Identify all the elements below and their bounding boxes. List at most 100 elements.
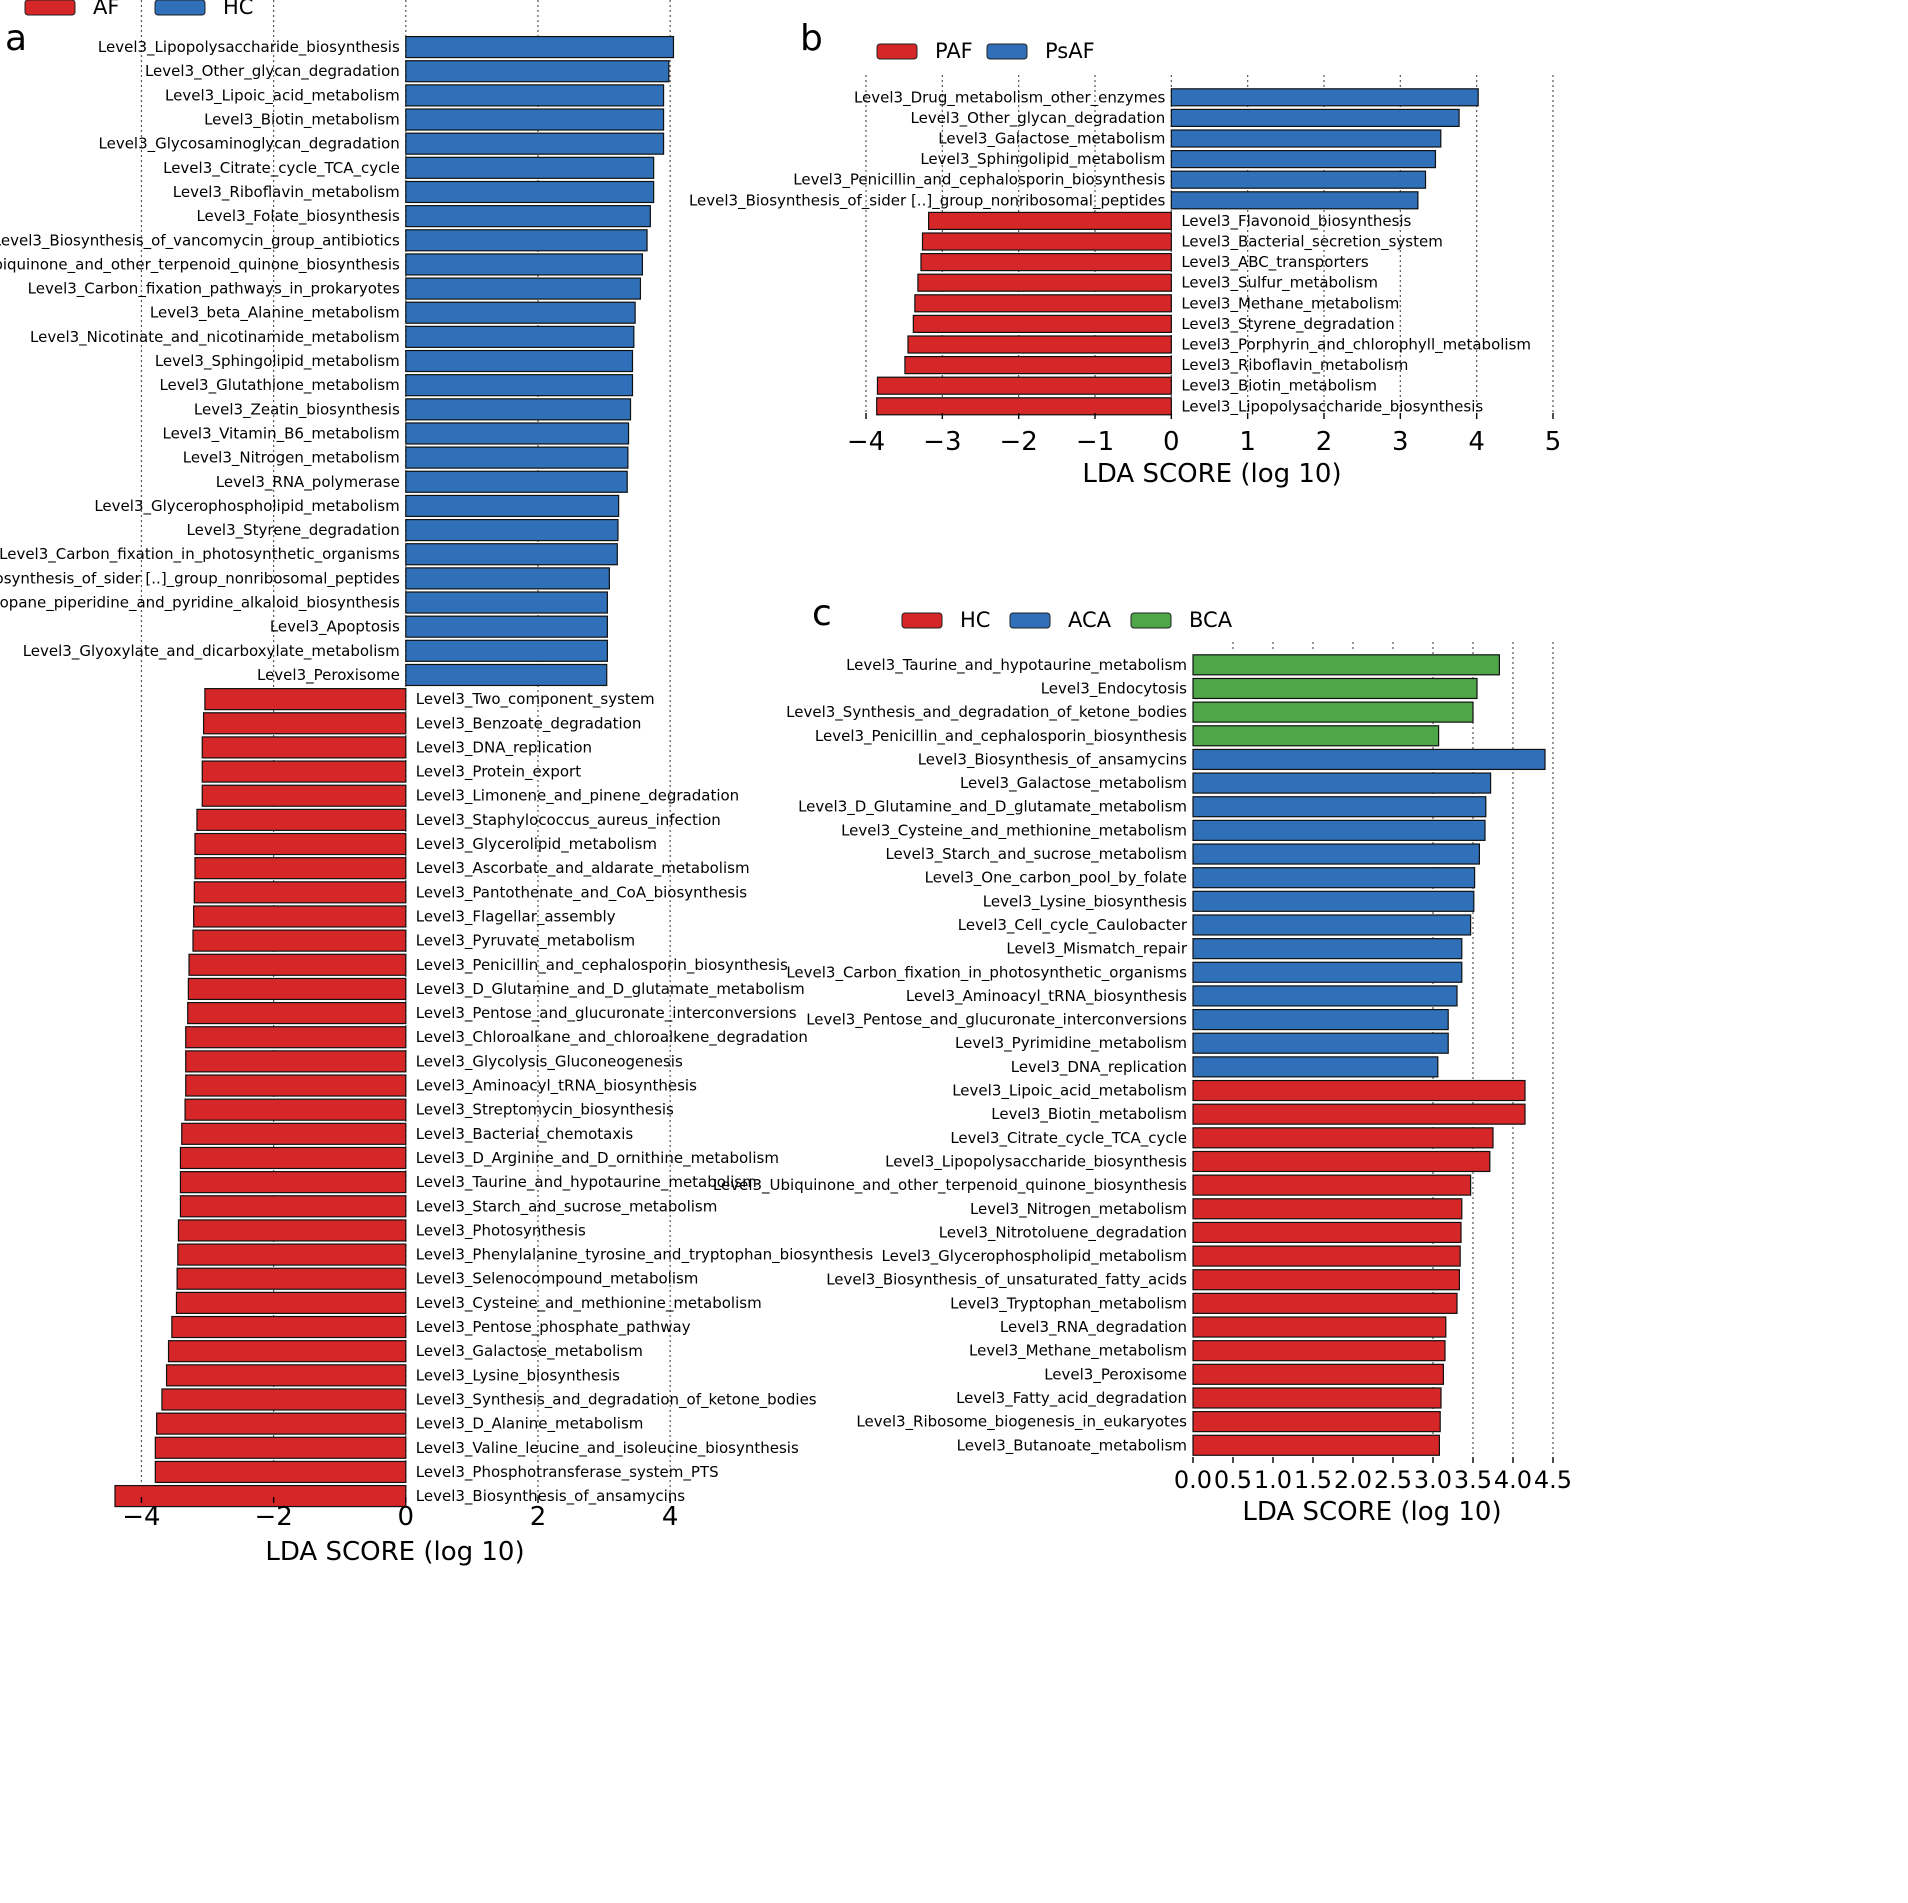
bar [187,977,407,1001]
x-tick-label: −1 [1076,427,1114,457]
bar-label: Level3_Porphyrin_and_chlorophyll_metabol… [1181,336,1531,355]
bar-label: Level3_Sulfur_metabolism [1181,274,1378,293]
bar [204,688,407,711]
bar [154,1436,407,1459]
panel-b: b PAF PsAF Level3_Drug_metabolism_other_enz… [689,18,1561,489]
bar-label: Level3_Riboflavin_metabolism [173,183,400,202]
bar [405,253,644,276]
x-tick-label: 0.5 [1214,1466,1252,1494]
bar [405,229,648,252]
bar-label: Level3_Tropane_piperidine_and_pyridine_a… [0,594,400,613]
bar [405,494,620,518]
bar [1192,1411,1441,1433]
bar [914,294,1172,313]
bar [1192,796,1487,818]
bar-label: Level3_DNA_replication [1011,1058,1187,1077]
x-tick-label: 2 [530,1502,547,1532]
bar-label: Level3_Lipoic_acid_metabolism [952,1082,1187,1101]
bar [405,108,665,131]
x-tick-label: 4 [662,1502,679,1532]
bar [1192,1127,1494,1149]
bar-label: Level3_Drug_metabolism_other_enzymes [854,88,1166,107]
bar [405,156,655,179]
legend-label-aca: ACA [1068,608,1112,632]
bar-label: Level3_Lysine_biosynthesis [983,892,1187,911]
legend-label-bca: BCA [1189,608,1233,632]
bar [405,277,642,300]
x-tick-label: 0 [398,1502,415,1532]
bar-label: Level3_Biosynthesis_of_ansamycins [416,1487,685,1506]
bar [161,1388,407,1411]
bar [405,422,630,445]
bar [1192,1363,1444,1385]
bar [1170,108,1460,128]
bar-label: Level3_Glycerolipid_metabolism [416,835,657,854]
bar [405,470,628,493]
bar-label: Level3_Penicillin_and_cephalosporin_bios… [416,956,788,975]
bar-label: Level3_Apoptosis [270,618,400,637]
bar [920,253,1172,272]
x-axis-label: LDA SCORE (log 10) [1082,459,1341,489]
bar [196,808,407,831]
bar-label: Level3_Galactose_metabolism [938,130,1165,149]
bar-label: Level3_D_Glutamine_and_D_glutamate_metab… [416,980,805,999]
bar-label: Level3_Lipopolysaccharide_biosynthesis [885,1152,1187,1171]
bar-label: Level3_Biotin_metabolism [991,1105,1187,1124]
bar [405,591,608,614]
bar-label: Level3_Taurine_and_hypotaurine_metabolis… [846,656,1187,675]
bar [201,736,407,759]
bar-label: Level3_RNA_polymerase [216,473,400,492]
bar [927,211,1172,230]
bar-label: Level3_Carbon_fixation_pathways_in_proka… [28,280,400,299]
bar-label: Level3_Biosynthesis_of_unsaturated_fatty… [826,1271,1187,1290]
bar-label: Level3_Chloroalkane_and_chloroalkene_deg… [416,1028,808,1047]
bar [405,639,608,662]
bar-label: Level3_Galactose_metabolism [960,774,1187,793]
bar [154,1460,407,1484]
bar [1192,1150,1491,1173]
bar [194,832,407,856]
bar-label: Level3_Glycolysis_Gluconeogenesis [416,1052,683,1071]
bar [201,760,407,783]
bar [1192,1056,1439,1078]
x-tick-label: 0.0 [1174,1466,1212,1494]
bar-label: Level3_Folate_biosynthesis [196,207,400,226]
bar-label: Level3_Cysteine_and_methionine_metabolis… [841,821,1187,840]
bar [405,543,618,566]
bar-label: Level3_D_Glutamine_and_D_glutamate_metab… [798,798,1187,817]
x-tick-label: −2 [254,1502,292,1532]
bar [1192,867,1476,889]
bar-label: Level3_Phenylalanine_tyrosine_and_trypto… [416,1246,874,1265]
bar [194,857,407,880]
bar-label: Level3_Galactose_metabolism [416,1342,643,1361]
bar [1192,938,1463,960]
bar [1192,819,1486,841]
bar [1192,1174,1472,1196]
bar [405,663,608,687]
bar [179,1195,407,1218]
bar [1192,1245,1461,1267]
bar [1192,1198,1463,1220]
x-tick-label: −4 [122,1502,160,1532]
x-tick-label: 3 [1392,427,1409,457]
x-tick-label: 4.5 [1534,1466,1572,1494]
bar-label: Level3_Phosphotransferase_system_PTS [416,1463,719,1482]
bar-label: Level3_Aminoacyl_tRNA_biosynthesis [906,987,1187,1006]
bar [1170,88,1479,107]
legend-swatch-hc [154,0,206,16]
bar [156,1412,407,1435]
bar-label: Level3_Cell_cycle_Caulobacter [958,916,1188,935]
bar [185,1074,407,1097]
bar [405,615,608,638]
bar-label: Level3_Ribosome_biogenesis_in_eukaryotes [856,1413,1187,1432]
bar-label: Level3_DNA_replication [416,738,592,757]
bar-label: Level3_Methane_metabolism [1181,294,1399,313]
bar [202,712,407,735]
bar [1192,1079,1526,1102]
bar [1192,890,1475,912]
bar [1192,748,1546,771]
bar [1192,677,1478,700]
bar-label: Level3_Nicotinate_and_nicotinamide_metab… [30,328,400,347]
x-tick-label: 3.0 [1414,1466,1452,1494]
